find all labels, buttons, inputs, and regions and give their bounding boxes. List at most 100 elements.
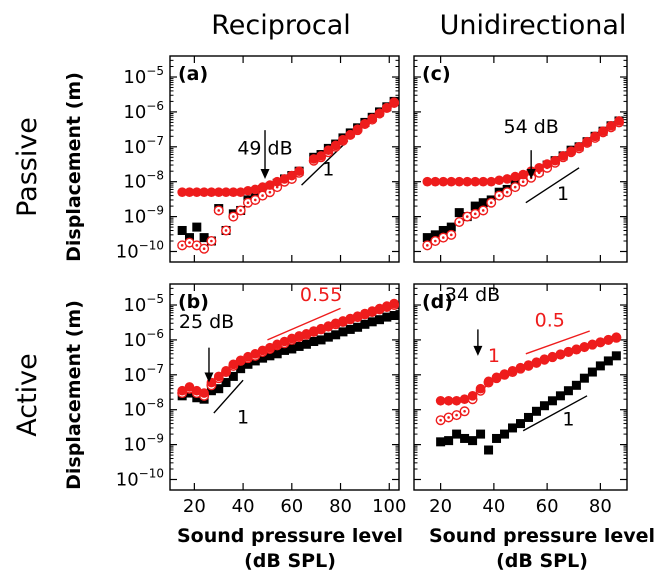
data-point-square — [595, 361, 605, 371]
data-point-open-circle-center — [180, 244, 184, 247]
series-dot — [177, 298, 399, 398]
panel-d: 20 40 60 80 34 dB 1 0.5 1 (d) — [413, 283, 628, 517]
data-point-square — [382, 312, 392, 322]
slope-line — [213, 379, 244, 414]
data-point-square — [192, 222, 202, 232]
data-point-dot — [435, 395, 446, 406]
data-point-square — [579, 373, 589, 383]
y-tick-label: 10−9 — [123, 432, 164, 456]
data-point-dot — [308, 326, 319, 336]
data-point-dot — [301, 328, 312, 339]
data-point-dot — [475, 383, 486, 394]
data-point-dot — [582, 136, 592, 147]
data-point-square — [571, 380, 581, 390]
data-point-square — [265, 351, 275, 361]
panels: 10−10 10−9 10−8 10−7 10−6 10−5 49 dB 1 (a) 54 dB 1… — [116, 55, 628, 517]
data-point-dot — [491, 372, 502, 383]
data-point-dot — [382, 301, 392, 311]
data-point-square — [280, 345, 289, 355]
data-point-dot — [483, 376, 494, 387]
data-point-square — [492, 433, 502, 443]
y-tick-label: 10−9 — [123, 204, 164, 228]
x-tick-label: 20 — [183, 496, 206, 517]
data-point-square — [243, 359, 253, 369]
data-point-dot — [199, 187, 209, 198]
data-point-dot — [374, 108, 385, 119]
annotation-label: 1 — [488, 345, 500, 367]
data-point-open-circle-center — [188, 241, 191, 244]
y-tick-label: 10−8 — [123, 397, 164, 421]
panel-b: 10−10 10−9 10−8 10−7 10−6 10−5 20 40 60 80 100 25 d… — [116, 283, 406, 517]
data-point-square — [258, 353, 268, 363]
slope-line — [525, 330, 590, 355]
annotation-label: 0.55 — [300, 284, 342, 306]
annotation-label: 34 dB — [445, 284, 500, 306]
data-point-square — [360, 319, 370, 329]
data-point-square — [228, 371, 238, 381]
x-tick-label: 60 — [536, 496, 559, 517]
data-point-dot — [574, 142, 584, 152]
panel-label: (a) — [178, 63, 208, 85]
data-point-square — [309, 337, 319, 347]
data-point-open-circle-center — [455, 413, 458, 417]
data-point-dot — [316, 323, 326, 334]
data-point-dot — [221, 187, 231, 198]
data-point-open-circle-center — [463, 409, 466, 413]
data-point-dot — [308, 154, 319, 164]
data-point-dot — [338, 134, 348, 145]
x-axis-label-left-line2: (dB SPL) — [244, 550, 336, 572]
data-point-square — [563, 386, 573, 396]
data-point-dot — [338, 316, 348, 326]
data-point-dot — [606, 120, 616, 131]
data-point-square — [611, 351, 621, 361]
x-tick-label: 40 — [482, 496, 505, 517]
slope-line — [522, 395, 588, 432]
data-point-dot — [478, 176, 489, 187]
x-tick-label: 20 — [429, 496, 452, 517]
y-tick-label: 10−6 — [123, 99, 164, 123]
x-axis-label-left-line1: Sound pressure level — [177, 525, 403, 547]
annotation-label: 0.5 — [535, 310, 565, 332]
data-point-dot — [367, 306, 378, 316]
annotation-label: 1 — [322, 159, 334, 181]
data-point-open-circle-center — [246, 201, 250, 205]
panel-label: (b) — [178, 291, 209, 313]
row-title-passive: Passive — [12, 117, 43, 217]
data-point-dot — [595, 337, 606, 347]
data-point-dot — [184, 382, 195, 392]
data-point-square — [460, 433, 470, 443]
data-point-dot — [272, 176, 282, 187]
panel-label: (d) — [422, 291, 453, 313]
data-point-square — [214, 384, 224, 394]
axes-frame — [169, 55, 400, 263]
data-point-dot — [598, 126, 608, 136]
data-point-dot — [539, 354, 550, 364]
data-point-square — [250, 356, 260, 366]
data-point-dot — [502, 174, 512, 184]
data-point-dot — [382, 103, 392, 113]
data-point-square — [555, 391, 565, 401]
data-point-dot — [507, 366, 518, 376]
x-axis-label-right-line1: Sound pressure level — [429, 525, 655, 547]
data-point-square — [438, 225, 448, 235]
data-point-dot — [614, 116, 624, 126]
data-point-open-circle-center — [521, 180, 525, 184]
y-tick-label: 10−5 — [123, 64, 164, 88]
data-point-square — [470, 201, 480, 211]
data-point-square — [452, 429, 462, 439]
data-point-dot — [422, 176, 433, 187]
data-point-dot — [330, 318, 341, 329]
data-point-square — [484, 445, 494, 455]
data-point-dot — [191, 385, 202, 396]
data-point-dot — [235, 355, 246, 366]
data-point-dot — [443, 395, 454, 406]
data-point-open-circle-center — [434, 239, 437, 243]
data-point-square — [323, 332, 333, 342]
data-point-dot — [518, 169, 528, 180]
data-point-dot — [221, 366, 231, 376]
data-point-dot — [360, 119, 370, 129]
data-point-dot — [494, 175, 505, 186]
data-point-dot — [571, 344, 582, 355]
data-point-square — [287, 344, 297, 354]
